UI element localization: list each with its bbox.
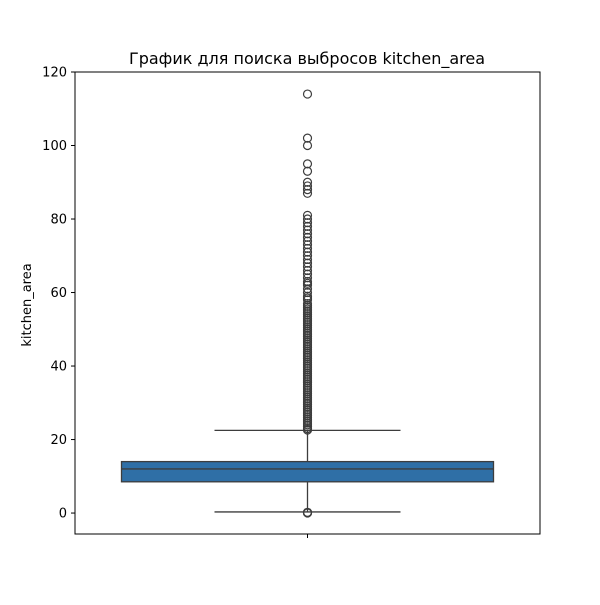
outlier-point <box>302 291 313 301</box>
outlier-point <box>302 159 313 169</box>
chart-title: График для поиска выбросов kitchen_area <box>129 49 485 69</box>
outlier-point <box>302 284 313 294</box>
outlier-point <box>302 181 313 191</box>
outlier-point <box>302 229 313 239</box>
outlier-point <box>302 273 313 283</box>
outlier-point <box>302 185 313 195</box>
outlier-point <box>302 188 313 198</box>
outlier-point <box>302 140 313 151</box>
outlier-point <box>302 287 313 298</box>
outlier-point <box>302 240 313 250</box>
outlier-point <box>302 214 313 224</box>
y-tick-label-120: 120 <box>42 66 67 81</box>
outlier-point <box>302 232 313 242</box>
outlier-point <box>302 247 313 257</box>
outlier-point <box>302 210 313 220</box>
outlier-point <box>302 262 313 272</box>
y-tick-label-0: 0 <box>59 507 67 522</box>
y-tick-label-20: 20 <box>50 433 67 448</box>
y-tick-label-60: 60 <box>50 286 67 301</box>
outlier-point <box>302 254 313 265</box>
outlier-point <box>302 507 313 517</box>
outlier-point <box>302 243 313 254</box>
outlier-point <box>302 133 313 143</box>
outlier-point <box>302 265 313 276</box>
outlier-point <box>302 269 313 279</box>
outlier-point <box>302 251 313 261</box>
outlier-point <box>302 221 313 231</box>
outlier-point <box>302 89 313 99</box>
outlier-point <box>302 276 313 287</box>
outlier-point <box>302 166 313 176</box>
y-tick-label-100: 100 <box>42 139 67 154</box>
y-tick-label-40: 40 <box>50 360 67 375</box>
outlier-point <box>302 177 313 187</box>
outlier-point <box>302 236 313 246</box>
outlier-point <box>302 258 313 268</box>
outlier-point <box>302 298 313 309</box>
outlier-point <box>302 218 313 228</box>
plot-area: 0 20 40 60 80 100 120 <box>42 66 541 538</box>
y-tick-label-80: 80 <box>50 213 67 228</box>
y-axis-label: kitchen_area <box>20 263 35 346</box>
outlier-point <box>302 225 313 235</box>
iqr-box <box>120 460 495 483</box>
